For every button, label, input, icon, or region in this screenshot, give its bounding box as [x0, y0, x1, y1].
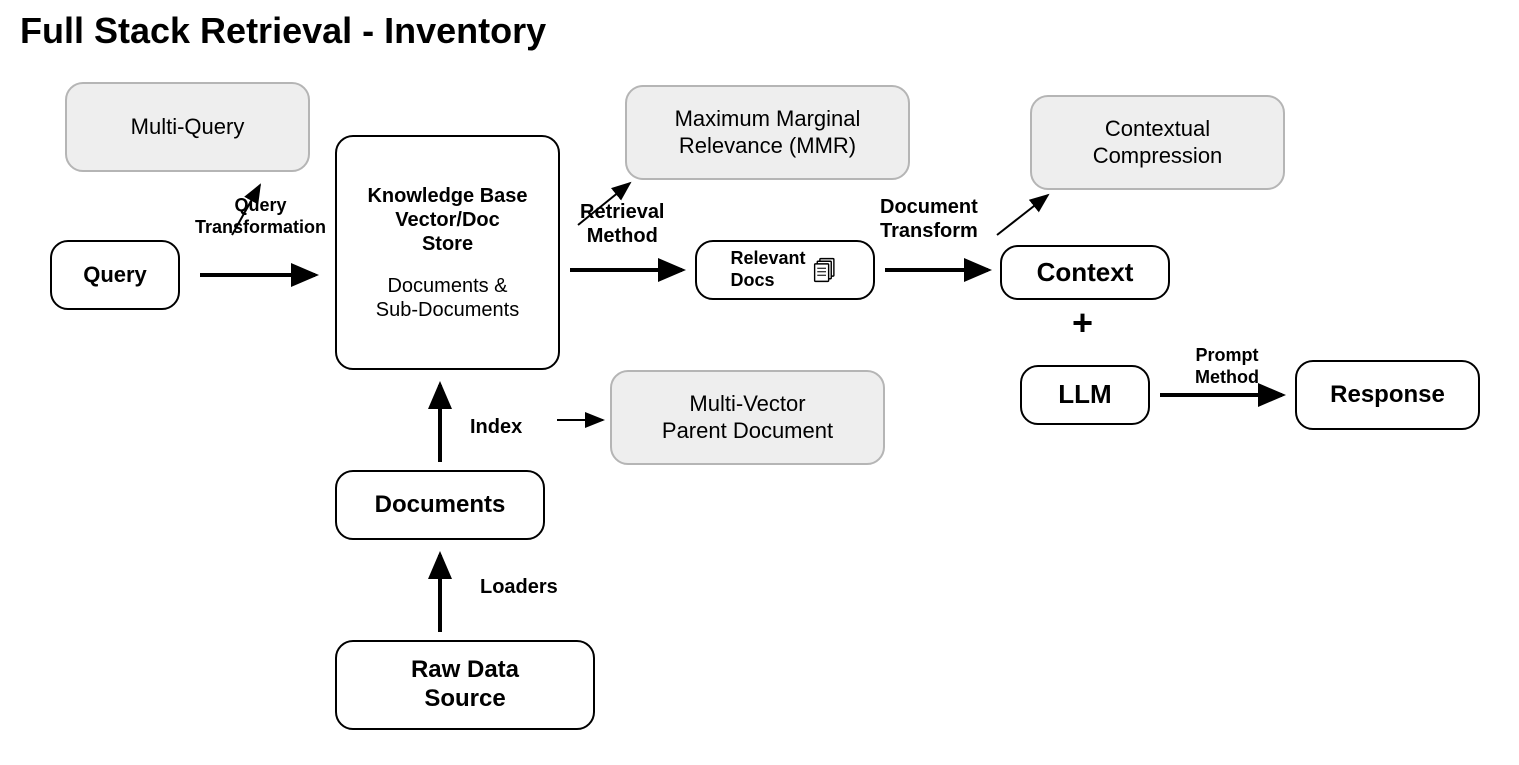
edge-label-text: Method: [1195, 367, 1259, 387]
edge-label-loaders: Loaders: [480, 575, 558, 599]
edge-label-query-transformation: Query Transformation: [195, 195, 326, 238]
node-multi-vector: Multi-Vector Parent Document: [610, 370, 885, 465]
node-label: Contextual: [1105, 116, 1210, 141]
node-label: Query: [83, 262, 147, 287]
page-title: Full Stack Retrieval - Inventory: [20, 10, 546, 52]
edge-label-text: Prompt: [1195, 345, 1258, 365]
node-label: Relevance (MMR): [679, 133, 856, 158]
edge-label-prompt-method: Prompt Method: [1195, 345, 1259, 388]
node-raw-data-source: Raw Data Source: [335, 640, 595, 730]
node-relevant-docs: Relevant Docs: [695, 240, 875, 300]
node-label: Compression: [1093, 143, 1223, 168]
node-label: Context: [1037, 257, 1134, 287]
plus-symbol: +: [1072, 302, 1093, 344]
node-llm: LLM: [1020, 365, 1150, 425]
edge-label-text: Index: [470, 416, 522, 438]
documents-icon: [812, 256, 840, 284]
node-mmr: Maximum Marginal Relevance (MMR): [625, 85, 910, 180]
node-label: Parent Document: [662, 418, 833, 443]
edge-label-text: Document: [880, 196, 978, 218]
node-multi-query: Multi-Query: [65, 82, 310, 172]
node-label: Store: [422, 233, 473, 255]
edge-label-index: Index: [470, 415, 522, 439]
node-label: Knowledge Base: [367, 185, 527, 207]
node-response: Response: [1295, 360, 1480, 430]
node-label: Documents: [375, 491, 506, 518]
node-label: Maximum Marginal: [675, 106, 861, 131]
node-label: Source: [424, 685, 505, 712]
edge-label-text: Method: [587, 225, 658, 247]
edge-label-text: Retrieval: [580, 201, 665, 223]
node-documents: Documents: [335, 470, 545, 540]
node-knowledge-base: Knowledge Base Vector/Doc Store Document…: [335, 135, 560, 370]
node-context: Context: [1000, 245, 1170, 300]
node-label: Vector/Doc: [395, 209, 499, 231]
edge-label-retrieval-method: Retrieval Method: [580, 200, 665, 248]
node-label: Multi-Vector: [689, 391, 805, 416]
node-contextual-compression: Contextual Compression: [1030, 95, 1285, 190]
node-label: Relevant: [730, 248, 805, 268]
node-label: LLM: [1058, 379, 1111, 409]
edge-label-text: Query: [235, 195, 287, 215]
node-label: Docs: [730, 270, 774, 290]
edge-label-text: Transformation: [195, 217, 326, 237]
edge-label-document-transform: Document Transform: [880, 195, 978, 243]
node-label: Response: [1330, 381, 1445, 408]
node-label: Raw Data: [411, 656, 519, 683]
node-query: Query: [50, 240, 180, 310]
edge-to-contextcomp: [997, 195, 1048, 235]
edge-label-text: Transform: [880, 220, 978, 242]
edge-label-text: Loaders: [480, 576, 558, 598]
node-label: Multi-Query: [131, 114, 245, 139]
node-label: Sub-Documents: [376, 299, 519, 321]
node-label: Documents &: [387, 275, 507, 297]
